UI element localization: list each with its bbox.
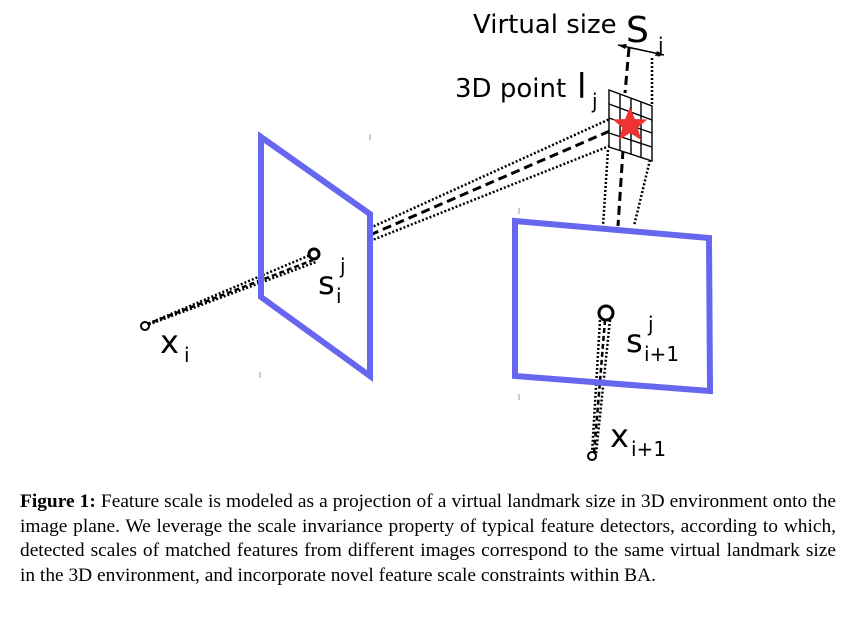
camera-center-i1 xyxy=(587,451,597,461)
virtual-size-label: Virtual size xyxy=(473,10,617,40)
point-rays-i1 xyxy=(601,149,652,227)
point-rays-i xyxy=(369,116,613,243)
camera-i-rays xyxy=(144,251,317,328)
cam-i-x-label: x xyxy=(160,323,179,361)
star-icon xyxy=(612,106,648,141)
cam-i-s-sup: j xyxy=(339,254,346,278)
camera-center-i xyxy=(140,321,150,331)
feature-point-i xyxy=(307,247,321,261)
tick-marks xyxy=(259,134,520,400)
cam-i-x-sub: i xyxy=(184,343,190,367)
figure-caption: Figure 1: Feature scale is modeled as a … xyxy=(20,490,836,588)
image-plane-i1 xyxy=(512,217,714,395)
virtual-size-guides xyxy=(623,47,654,106)
point-label: 3D point xyxy=(455,74,566,104)
cam-i1-s-sub: i+1 xyxy=(644,342,679,366)
virtual-size-symbol: S xyxy=(626,10,649,51)
camera-i1-rays xyxy=(590,319,612,455)
image-plane-i xyxy=(258,131,373,382)
virtual-size-arrow xyxy=(617,44,665,56)
cam-i1-s-sup: j xyxy=(647,312,654,336)
caption-text: Feature scale is modeled as a projection… xyxy=(20,491,836,586)
cam-i1-x-label: x xyxy=(610,417,629,455)
cam-i1-s-label: s xyxy=(626,322,643,360)
point-symbol: l xyxy=(577,67,586,107)
cam-i1-x-sub: i+1 xyxy=(631,437,666,461)
feature-scale-diagram: Virtual size S j 3D point l j x i s j i … xyxy=(140,10,714,461)
virtual-size-sub: j xyxy=(657,33,664,57)
feature-point-i1 xyxy=(597,304,615,322)
point-sub: j xyxy=(591,89,598,113)
caption-label: Figure 1: xyxy=(20,491,96,512)
cam-i-s-sub: i xyxy=(336,284,342,308)
cam-i-s-label: s xyxy=(318,264,335,302)
